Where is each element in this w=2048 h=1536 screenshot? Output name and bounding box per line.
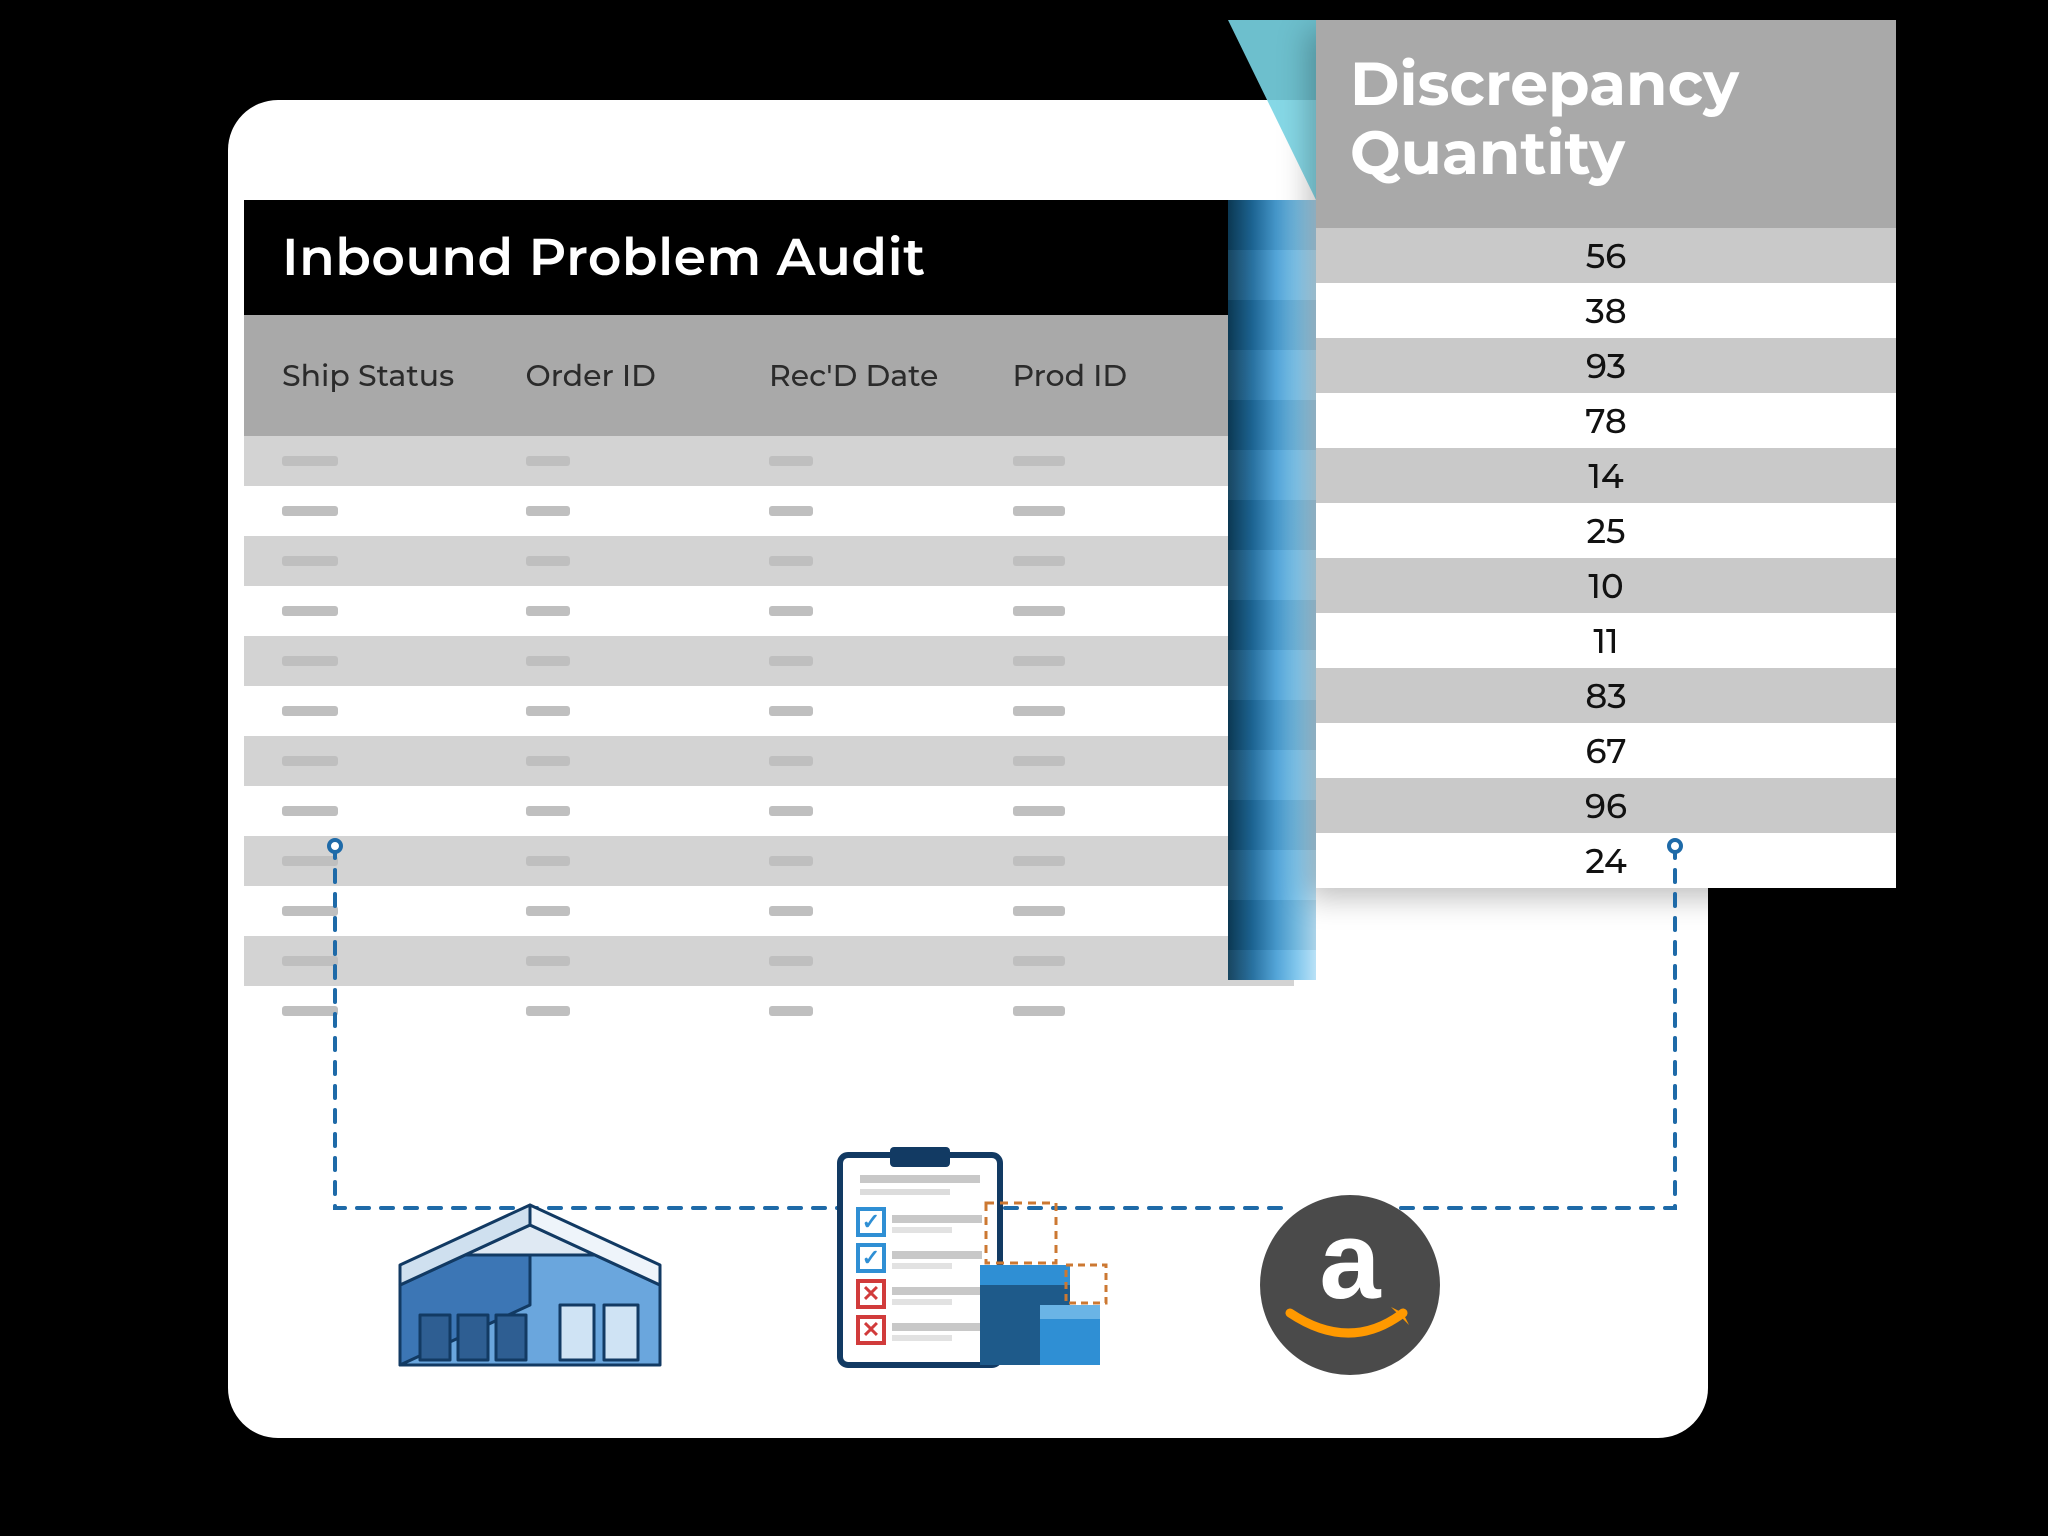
table-cell	[1013, 952, 1257, 971]
svg-text:✓: ✓	[862, 1245, 880, 1270]
table-cell	[282, 502, 526, 521]
discrepancy-row: 96	[1316, 778, 1896, 833]
checklist-icon: ✓ ✓ ✕ ✕	[830, 1145, 1110, 1375]
table-cell	[769, 552, 1013, 571]
table-cell	[526, 702, 770, 721]
table-cell	[282, 702, 526, 721]
discrepancy-panel: Discrepancy Quantity 5638937814251011836…	[1316, 20, 1896, 888]
table-cell	[282, 452, 526, 471]
discrepancy-row: 14	[1316, 448, 1896, 503]
table-cell	[769, 502, 1013, 521]
table-cell	[769, 452, 1013, 471]
table-cell	[526, 552, 770, 571]
table-cell	[526, 752, 770, 771]
svg-text:✓: ✓	[862, 1209, 880, 1234]
audit-col-ship-status: Ship Status	[282, 357, 526, 394]
audit-body	[244, 436, 1294, 1036]
audit-col-recd-date: Rec'D Date	[769, 357, 1013, 394]
audit-col-prod-id: Prod ID	[1013, 357, 1257, 394]
discrepancy-row: 25	[1316, 503, 1896, 558]
table-cell	[769, 652, 1013, 671]
audit-title: Inbound Problem Audit	[244, 200, 1294, 315]
table-cell	[1013, 652, 1257, 671]
table-row	[244, 836, 1294, 886]
table-cell	[282, 652, 526, 671]
table-cell	[1013, 1002, 1257, 1021]
table-row	[244, 686, 1294, 736]
table-cell	[769, 802, 1013, 821]
discrepancy-body: 563893781425101183679624	[1316, 228, 1896, 888]
table-cell	[282, 952, 526, 971]
table-cell	[526, 802, 770, 821]
table-row	[244, 586, 1294, 636]
discrepancy-row: 67	[1316, 723, 1896, 778]
svg-text:✕: ✕	[862, 1281, 880, 1306]
discrepancy-row: 10	[1316, 558, 1896, 613]
discrepancy-row: 38	[1316, 283, 1896, 338]
table-cell	[282, 552, 526, 571]
flow-icons: ✓ ✓ ✕ ✕ a	[380, 1135, 1580, 1375]
table-row	[244, 636, 1294, 686]
connector-dot-right	[1667, 838, 1683, 854]
table-cell	[282, 902, 526, 921]
discrepancy-row: 11	[1316, 613, 1896, 668]
table-row	[244, 736, 1294, 786]
table-cell	[526, 852, 770, 871]
table-cell	[526, 452, 770, 471]
table-cell	[1013, 502, 1257, 521]
amazon-icon: a	[1260, 1195, 1440, 1375]
discrepancy-row: 78	[1316, 393, 1896, 448]
table-cell	[282, 852, 526, 871]
table-row	[244, 436, 1294, 486]
table-cell	[1013, 752, 1257, 771]
discrepancy-title-line2: Quantity	[1350, 119, 1862, 188]
table-cell	[282, 802, 526, 821]
discrepancy-header: Discrepancy Quantity	[1316, 20, 1896, 228]
svg-text:✕: ✕	[862, 1317, 880, 1342]
table-cell	[1013, 552, 1257, 571]
table-row	[244, 486, 1294, 536]
table-cell	[526, 952, 770, 971]
amazon-letter: a	[1319, 1217, 1380, 1305]
table-cell	[1013, 602, 1257, 621]
table-cell	[282, 752, 526, 771]
table-cell	[526, 1002, 770, 1021]
table-cell	[769, 752, 1013, 771]
table-cell	[1013, 852, 1257, 871]
table-cell	[769, 952, 1013, 971]
table-row	[244, 986, 1294, 1036]
table-row	[244, 886, 1294, 936]
discrepancy-row: 56	[1316, 228, 1896, 283]
table-cell	[526, 502, 770, 521]
warehouse-icon	[380, 1165, 680, 1375]
table-cell	[769, 1002, 1013, 1021]
table-cell	[1013, 902, 1257, 921]
audit-header-row: Ship Status Order ID Rec'D Date Prod ID	[244, 315, 1294, 436]
table-cell	[282, 602, 526, 621]
discrepancy-title-line1: Discrepancy	[1350, 50, 1862, 119]
table-cell	[1013, 802, 1257, 821]
table-row	[244, 786, 1294, 836]
table-cell	[526, 602, 770, 621]
table-row	[244, 536, 1294, 586]
table-cell	[1013, 452, 1257, 471]
table-cell	[769, 702, 1013, 721]
table-cell	[769, 852, 1013, 871]
table-row	[244, 936, 1294, 986]
panel-fold	[1228, 20, 1316, 980]
table-cell	[282, 1002, 526, 1021]
table-cell	[1013, 702, 1257, 721]
audit-col-order-id: Order ID	[526, 357, 770, 394]
table-cell	[769, 902, 1013, 921]
table-cell	[526, 902, 770, 921]
discrepancy-row: 93	[1316, 338, 1896, 393]
table-cell	[769, 602, 1013, 621]
table-cell	[526, 652, 770, 671]
amazon-smile-icon	[1285, 1305, 1415, 1345]
connector-dot-left	[327, 838, 343, 854]
audit-panel: Inbound Problem Audit Ship Status Order …	[244, 200, 1294, 1036]
discrepancy-row: 83	[1316, 668, 1896, 723]
discrepancy-row: 24	[1316, 833, 1896, 888]
